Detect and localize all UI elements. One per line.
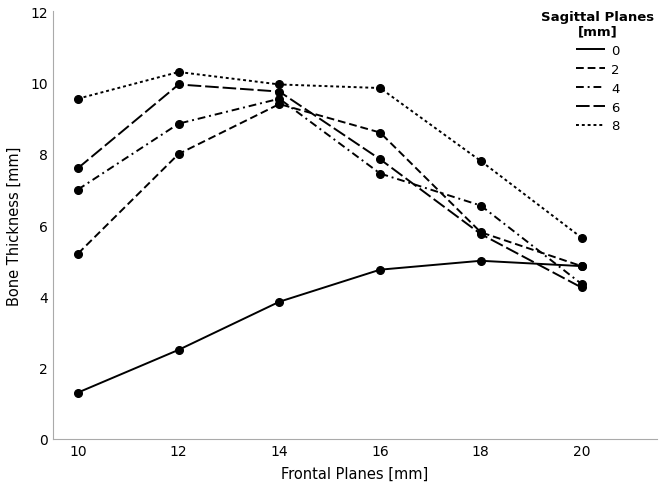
- 0: [74, 390, 82, 396]
- 0: [376, 267, 384, 273]
- 2: [578, 264, 586, 269]
- 6: [175, 82, 183, 88]
- 0: [276, 299, 284, 305]
- 0: [578, 264, 586, 269]
- Line: 4: 4: [74, 96, 586, 288]
- 8: [74, 97, 82, 102]
- 8: [477, 159, 485, 164]
- 4: [376, 171, 384, 177]
- 2: [74, 251, 82, 257]
- Y-axis label: Bone Thickness [mm]: Bone Thickness [mm]: [7, 146, 22, 305]
- 2: [477, 230, 485, 236]
- 0: [477, 258, 485, 264]
- 4: [276, 97, 284, 102]
- 2: [376, 130, 384, 136]
- 2: [276, 102, 284, 108]
- Legend: 0, 2, 4, 6, 8: 0, 2, 4, 6, 8: [541, 11, 655, 133]
- Line: 2: 2: [74, 101, 586, 270]
- Line: 8: 8: [74, 69, 586, 242]
- 8: [376, 86, 384, 92]
- 4: [74, 187, 82, 193]
- 6: [477, 232, 485, 238]
- 4: [578, 282, 586, 287]
- 8: [578, 235, 586, 241]
- Line: 6: 6: [74, 81, 586, 292]
- 8: [175, 70, 183, 76]
- 6: [276, 89, 284, 95]
- 6: [376, 157, 384, 163]
- Line: 0: 0: [74, 258, 586, 397]
- 6: [74, 166, 82, 172]
- 4: [175, 122, 183, 127]
- 0: [175, 347, 183, 353]
- 8: [276, 82, 284, 88]
- 2: [175, 152, 183, 158]
- 6: [578, 285, 586, 291]
- 4: [477, 203, 485, 209]
- X-axis label: Frontal Planes [mm]: Frontal Planes [mm]: [282, 466, 428, 481]
